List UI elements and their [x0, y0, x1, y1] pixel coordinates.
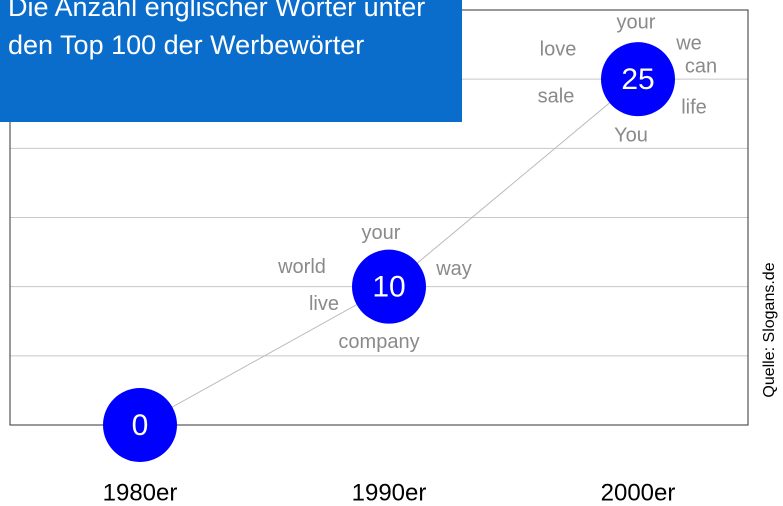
word-annotation: live — [309, 293, 339, 315]
value-label: 10 — [372, 271, 405, 304]
value-label: 25 — [621, 63, 654, 96]
word-annotation: sale — [538, 85, 575, 107]
chart-title: Die Anzahl englischer Wörter unter den T… — [8, 0, 426, 60]
word-annotation: life — [681, 96, 707, 118]
bubble — [103, 388, 177, 462]
word-annotation: your — [617, 11, 656, 33]
x-tick-label: 1990er — [352, 479, 427, 506]
word-annotation: world — [277, 256, 326, 278]
source: Quelle: Slogans.de — [761, 262, 778, 397]
word-annotation: You — [614, 124, 648, 146]
word-annotation: company — [338, 331, 419, 353]
word-annotation: way — [435, 258, 472, 280]
bubble — [352, 249, 426, 324]
word-annotation: love — [540, 38, 577, 60]
x-tick-label: 2000er — [601, 479, 676, 506]
title-box: Die Anzahl englischer Wörter unter den T… — [0, 0, 462, 122]
bubble — [601, 42, 675, 117]
word-annotation: can — [685, 55, 717, 77]
x-tick-label: 1980er — [103, 479, 178, 506]
word-annotation: your — [362, 222, 401, 244]
value-label: 0 — [132, 409, 149, 442]
word-annotation: we — [675, 32, 702, 54]
